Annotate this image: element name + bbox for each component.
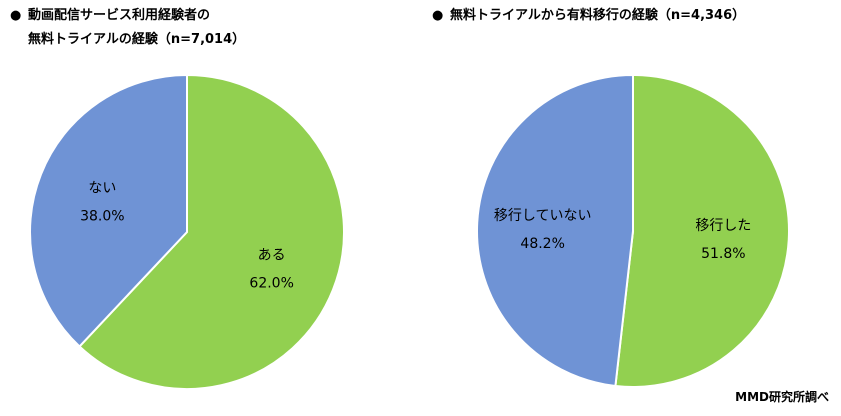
chart-title-left: ● 動画配信サービス利用経験者の 無料トライアルの経験（n=7,014） [10,4,245,52]
chart-title-right-line1: 無料トライアルから有料移行の経験（n=4,346） [450,8,746,23]
chart-title-left-line1: 動画配信サービス利用経験者の [28,8,211,23]
pie-slice-label-0-0: ある [258,248,286,264]
pie-slice-0-1 [29,73,188,348]
pie-slice-value-0-0: 62.0% [249,276,293,292]
pie-slice-value-1-0: 51.8% [701,246,745,262]
chart-title-left-line2: 無料トライアルの経験（n=7,014） [28,32,246,47]
pie-slice-value-1-1: 48.2% [520,236,564,252]
pie-slice-1-0 [614,73,790,388]
pie-slice-1-1 [476,73,634,388]
source-note: MMD研究所調べ [735,390,829,404]
chart-title-right: ● 無料トライアルから有料移行の経験（n=4,346） [432,4,745,28]
pie-slice-label-1-1: 移行していない [494,208,592,224]
bullet-icon: ● [432,8,444,23]
pie-slice-label-0-1: ない [88,180,116,196]
pie-slice-label-1-0: 移行した [695,218,751,234]
bullet-icon: ● [10,8,22,23]
pie-slice-0-0 [78,73,345,390]
pie-slice-value-0-1: 38.0% [80,208,124,224]
